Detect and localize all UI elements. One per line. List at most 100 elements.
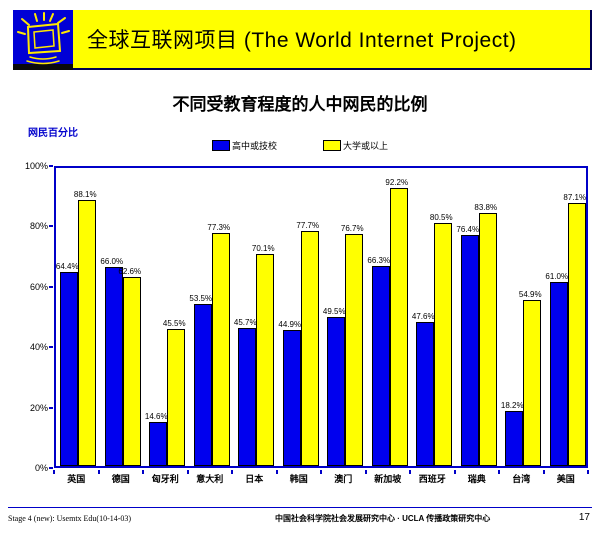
legend-item-university: 大学或以上 bbox=[323, 139, 388, 152]
bar-value-label: 66.0% bbox=[100, 257, 124, 266]
bar-value-label: 49.5% bbox=[322, 307, 346, 316]
chart-legend: 高中或技校 大学或以上 bbox=[0, 139, 600, 152]
y-axis-tick-label: 80% bbox=[29, 221, 48, 232]
bar-value-label: 18.2% bbox=[500, 401, 524, 410]
bar-value-label: 62.6% bbox=[118, 267, 142, 276]
bar-value-label: 70.1% bbox=[251, 244, 275, 253]
x-axis-label: 匈牙利 bbox=[151, 474, 179, 484]
bar-大学或以上-英国 bbox=[78, 200, 97, 466]
bar-value-label: 61.0% bbox=[545, 272, 569, 281]
y-axis-tick-label: 100% bbox=[24, 161, 48, 171]
x-axis-tick-mark bbox=[498, 470, 500, 474]
plot-area bbox=[54, 166, 588, 468]
y-axis-tick-mark bbox=[49, 165, 53, 167]
bar-value-label: 92.2% bbox=[385, 178, 409, 187]
x-axis-tick-mark bbox=[231, 470, 233, 474]
x-axis-tick-mark bbox=[320, 470, 322, 474]
bar-value-label: 53.5% bbox=[189, 294, 213, 303]
y-axis-tick-label: 0% bbox=[34, 463, 48, 473]
x-axis-tick-mark bbox=[186, 470, 189, 474]
bar-高中或技校-韩国 bbox=[282, 330, 301, 466]
y-axis-tick-mark bbox=[49, 467, 53, 469]
legend-swatch-blue bbox=[211, 140, 230, 151]
x-axis-tick-mark bbox=[53, 470, 55, 474]
bar-大学或以上-瑞典 bbox=[478, 213, 497, 466]
x-axis-tick-mark bbox=[542, 470, 545, 474]
x-axis-label: 日本 bbox=[245, 474, 264, 484]
bar-value-label: 44.9% bbox=[278, 320, 302, 329]
y-axis-tick-label: 60% bbox=[29, 281, 48, 292]
bar-高中或技校-意大利 bbox=[193, 304, 212, 466]
bar-value-label: 47.6% bbox=[411, 312, 435, 321]
legend-label: 大学或以上 bbox=[343, 141, 389, 151]
bar-value-label: 14.6% bbox=[144, 412, 168, 421]
x-axis-label: 意大利 bbox=[196, 474, 224, 484]
bar-高中或技校-瑞典 bbox=[460, 235, 479, 466]
bar-高中或技校-新加坡 bbox=[371, 266, 390, 466]
bar-高中或技校-匈牙利 bbox=[149, 422, 168, 466]
bar-大学或以上-新加坡 bbox=[389, 188, 408, 466]
bar-高中或技校-美国 bbox=[549, 282, 568, 466]
y-axis-tick-mark bbox=[49, 406, 53, 409]
legend-item-highschool: 高中或技校 bbox=[211, 139, 277, 152]
x-axis-label: 台湾 bbox=[512, 474, 531, 484]
x-axis-label: 西班牙 bbox=[418, 474, 446, 484]
bar-value-label: 45.5% bbox=[162, 319, 186, 328]
y-axis-unit-label: 网民百分比 bbox=[28, 128, 78, 139]
y-axis-tick-mark bbox=[49, 225, 53, 228]
x-axis-tick-mark bbox=[275, 470, 278, 474]
x-axis-tick-mark bbox=[587, 470, 589, 474]
bar-高中或技校-澳门 bbox=[327, 317, 346, 466]
bar-高中或技校-日本 bbox=[238, 328, 257, 466]
bar-value-label: 45.7% bbox=[233, 318, 257, 327]
bar-高中或技校-德国 bbox=[104, 267, 123, 466]
banner-title: 全球互联网项目 (The World Internet Project) bbox=[87, 29, 517, 52]
bar-大学或以上-美国 bbox=[567, 203, 586, 466]
x-axis-label: 美国 bbox=[556, 474, 575, 484]
y-axis-tick-mark bbox=[49, 285, 53, 288]
page-number: 17 bbox=[578, 512, 590, 523]
bar-高中或技校-英国 bbox=[60, 272, 79, 466]
x-axis-label: 新加坡 bbox=[374, 474, 402, 484]
bar-高中或技校-西班牙 bbox=[416, 322, 435, 466]
bar-高中或技校-台湾 bbox=[505, 411, 524, 466]
y-axis-tick-label: 40% bbox=[29, 342, 48, 353]
x-axis-label: 韩国 bbox=[289, 474, 308, 484]
bar-value-label: 66.3% bbox=[367, 256, 391, 265]
legend-swatch-yellow bbox=[323, 140, 341, 151]
bar-大学或以上-意大利 bbox=[211, 233, 230, 466]
slide-title: 不同受教育程度的人中网民的比例 bbox=[172, 95, 428, 114]
bar-value-label: 64.4% bbox=[55, 262, 79, 271]
bar-大学或以上-匈牙利 bbox=[167, 329, 186, 466]
y-axis-tick-mark bbox=[49, 346, 53, 349]
bar-大学或以上-日本 bbox=[256, 254, 275, 466]
footer-stage-text: Stage 4 (new): Usemtx Edu(10-14-03) bbox=[8, 514, 132, 523]
shining-monitor-logo-icon bbox=[13, 10, 73, 70]
header-banner: 全球互联网项目 (The World Internet Project) bbox=[13, 10, 592, 70]
bar-大学或以上-西班牙 bbox=[434, 223, 453, 466]
footer-divider bbox=[8, 507, 592, 508]
x-axis-label: 德国 bbox=[111, 474, 130, 484]
bar-大学或以上-台湾 bbox=[523, 300, 542, 466]
bar-value-label: 80.5% bbox=[429, 213, 453, 222]
x-axis-label: 瑞典 bbox=[467, 474, 486, 484]
bar-value-label: 83.8% bbox=[474, 203, 498, 212]
bar-value-label: 76.7% bbox=[340, 224, 364, 233]
bar-value-label: 77.7% bbox=[296, 221, 320, 230]
bar-value-label: 54.9% bbox=[518, 290, 542, 299]
bar-大学或以上-德国 bbox=[122, 277, 141, 466]
bar-value-label: 77.3% bbox=[207, 223, 231, 232]
bar-value-label: 88.1% bbox=[73, 190, 97, 199]
bar-大学或以上-韩国 bbox=[300, 231, 319, 466]
bar-大学或以上-澳门 bbox=[345, 234, 364, 466]
x-axis-tick-mark bbox=[97, 470, 100, 474]
x-axis-tick-mark bbox=[453, 470, 456, 474]
y-axis-tick-label: 20% bbox=[29, 402, 48, 413]
x-axis-label: 英国 bbox=[67, 474, 86, 484]
bar-value-label: 87.1% bbox=[563, 193, 587, 202]
footer-org-text: 中国社会科学院社会发展研究中心 · UCLA 传播政策研究中心 bbox=[275, 514, 491, 523]
x-axis-tick-mark bbox=[364, 470, 367, 474]
x-axis-tick-mark bbox=[142, 470, 144, 474]
x-axis-tick-mark bbox=[409, 470, 411, 474]
